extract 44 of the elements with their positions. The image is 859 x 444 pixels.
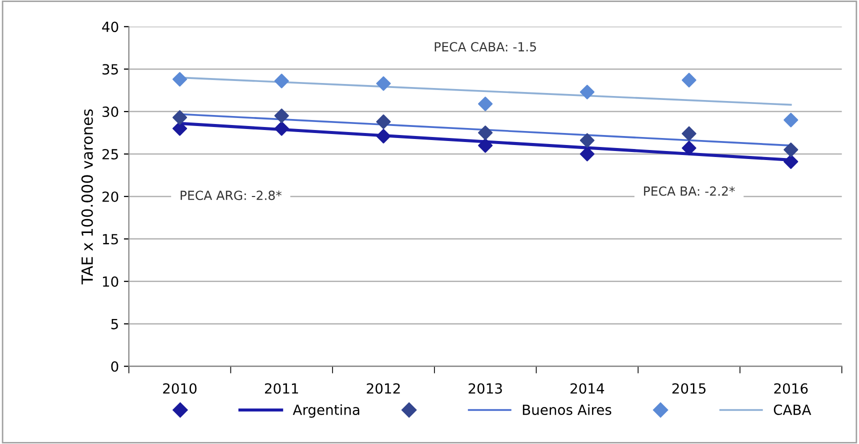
y-tick-label: 15 [102,234,118,244]
point [682,126,696,141]
point [376,76,391,91]
annotation: PECA BA: -2.2* [644,186,735,196]
x-tick-label: 2011 [264,383,298,394]
point [172,72,188,87]
point [682,140,696,156]
y-tick-label: 40 [102,22,118,32]
point [172,110,188,125]
point [172,121,188,136]
legend-label: CABA [774,404,812,416]
y-tick-label: 10 [102,276,118,287]
point [784,142,798,158]
y-tick-label: 25 [102,148,118,160]
point [682,72,696,88]
point [376,128,391,144]
point [580,133,594,148]
y-tick-label: 0 [111,361,118,372]
annotation: PECA ARG: -2.8* [180,190,282,200]
y-tick-label: 35 [102,64,118,75]
x-tick-label: 2014 [570,383,604,394]
legend-label: Buenos Aires [522,404,612,416]
point [478,96,493,112]
y-tick-label: 5 [111,318,118,330]
x-tick-label: 2012 [366,383,400,394]
y-axis-title: TAE x 100.000 varones [81,109,93,284]
point [274,108,289,124]
point [274,121,289,136]
point [784,112,798,128]
point [376,114,391,130]
x-tick-label: 2015 [672,383,706,394]
y-tick-label: 20 [102,191,118,202]
point [580,84,594,100]
x-tick-label: 2016 [774,383,808,394]
point [478,126,493,140]
annotation: PECA CABA: -1.5 [434,42,536,52]
legend-label: Argentina [292,404,360,418]
point [274,74,289,88]
point [478,138,493,153]
y-tick-label: 30 [102,106,118,118]
x-tick-label: 2010 [163,383,197,394]
point [784,154,798,169]
x-tick-label: 2013 [468,383,502,394]
point [580,146,594,162]
